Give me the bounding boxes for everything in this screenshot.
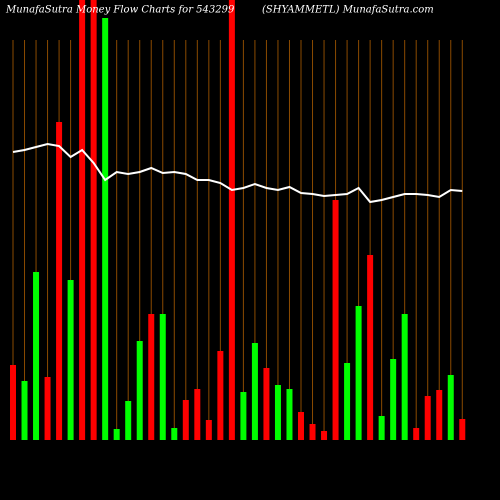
bar xyxy=(21,381,28,440)
bar xyxy=(240,392,247,440)
bar xyxy=(33,272,40,440)
bar xyxy=(401,314,408,440)
bar xyxy=(436,390,443,440)
bar xyxy=(171,428,178,440)
bar xyxy=(10,365,16,440)
bar xyxy=(286,389,293,440)
bar xyxy=(367,255,374,440)
bar xyxy=(67,280,74,440)
bar xyxy=(90,0,97,440)
bar xyxy=(205,420,212,440)
bar xyxy=(378,416,385,440)
bar xyxy=(321,431,328,440)
bar xyxy=(447,375,454,440)
chart-title: MunafaSutra Money Flow Charts for 543299 xyxy=(5,5,235,16)
chart-subtitle: (SHYAMMETL) MunafaSutra.com xyxy=(262,5,434,16)
bars xyxy=(10,0,466,440)
bar xyxy=(251,343,258,440)
bar xyxy=(159,314,166,440)
bar xyxy=(274,385,281,440)
price-line xyxy=(12,142,463,204)
bar xyxy=(344,363,351,440)
bar xyxy=(390,359,397,440)
bar xyxy=(298,412,304,440)
bar xyxy=(79,0,86,440)
bar xyxy=(459,419,466,440)
bar xyxy=(148,314,155,440)
bar xyxy=(44,377,51,440)
bar xyxy=(228,0,235,440)
bar xyxy=(309,424,316,440)
line-layer xyxy=(12,142,463,204)
bar xyxy=(194,389,201,440)
bar xyxy=(102,18,109,440)
bar xyxy=(182,400,189,440)
bar xyxy=(413,428,420,440)
bar xyxy=(355,306,362,440)
bar xyxy=(113,429,120,440)
bar xyxy=(136,341,143,440)
bar xyxy=(125,401,132,440)
bar xyxy=(332,200,339,440)
bar xyxy=(424,396,431,440)
bar xyxy=(56,122,63,440)
bar xyxy=(263,368,270,440)
bar xyxy=(217,351,224,440)
